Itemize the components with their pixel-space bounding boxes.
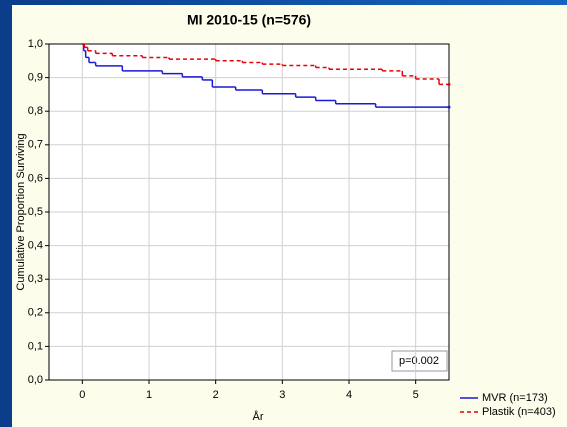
x-tick-label: 1 [146,389,152,401]
y-tick-label: 0,0 [28,374,43,386]
chart-title: MI 2010-15 (n=576) [187,12,311,28]
y-tick-label: 0,3 [28,273,43,285]
plot-frame [48,43,450,381]
y-tick-label: 0,4 [28,240,43,252]
y-tick-label: 0,8 [28,105,43,117]
y-tick-label: 0,2 [28,307,43,319]
y-tick-label: 0,9 [28,72,43,84]
legend-label: Plastik (n=403) [482,406,556,418]
end-point [447,82,451,86]
x-tick-label: 4 [346,389,352,401]
y-tick-label: 0,5 [28,206,43,218]
x-tick-label: 2 [213,389,219,401]
y-tick-label: 0,1 [28,340,43,352]
x-axis-label: År [253,410,264,423]
y-tick-label: 0,7 [28,139,43,151]
x-tick-label: 0 [79,389,85,401]
y-tick-label: 0,6 [28,172,43,184]
x-tick-label: 5 [413,389,419,401]
annotation: p=0.002 [399,355,439,367]
x-tick-label: 3 [279,389,285,401]
end-point [447,105,451,109]
annotation-box [391,350,448,372]
y-axis-label: Cumulative Proportion Surviving [15,133,27,290]
legend-label: MVR (n=173) [482,392,548,404]
y-tick-label: 1,0 [28,38,43,50]
